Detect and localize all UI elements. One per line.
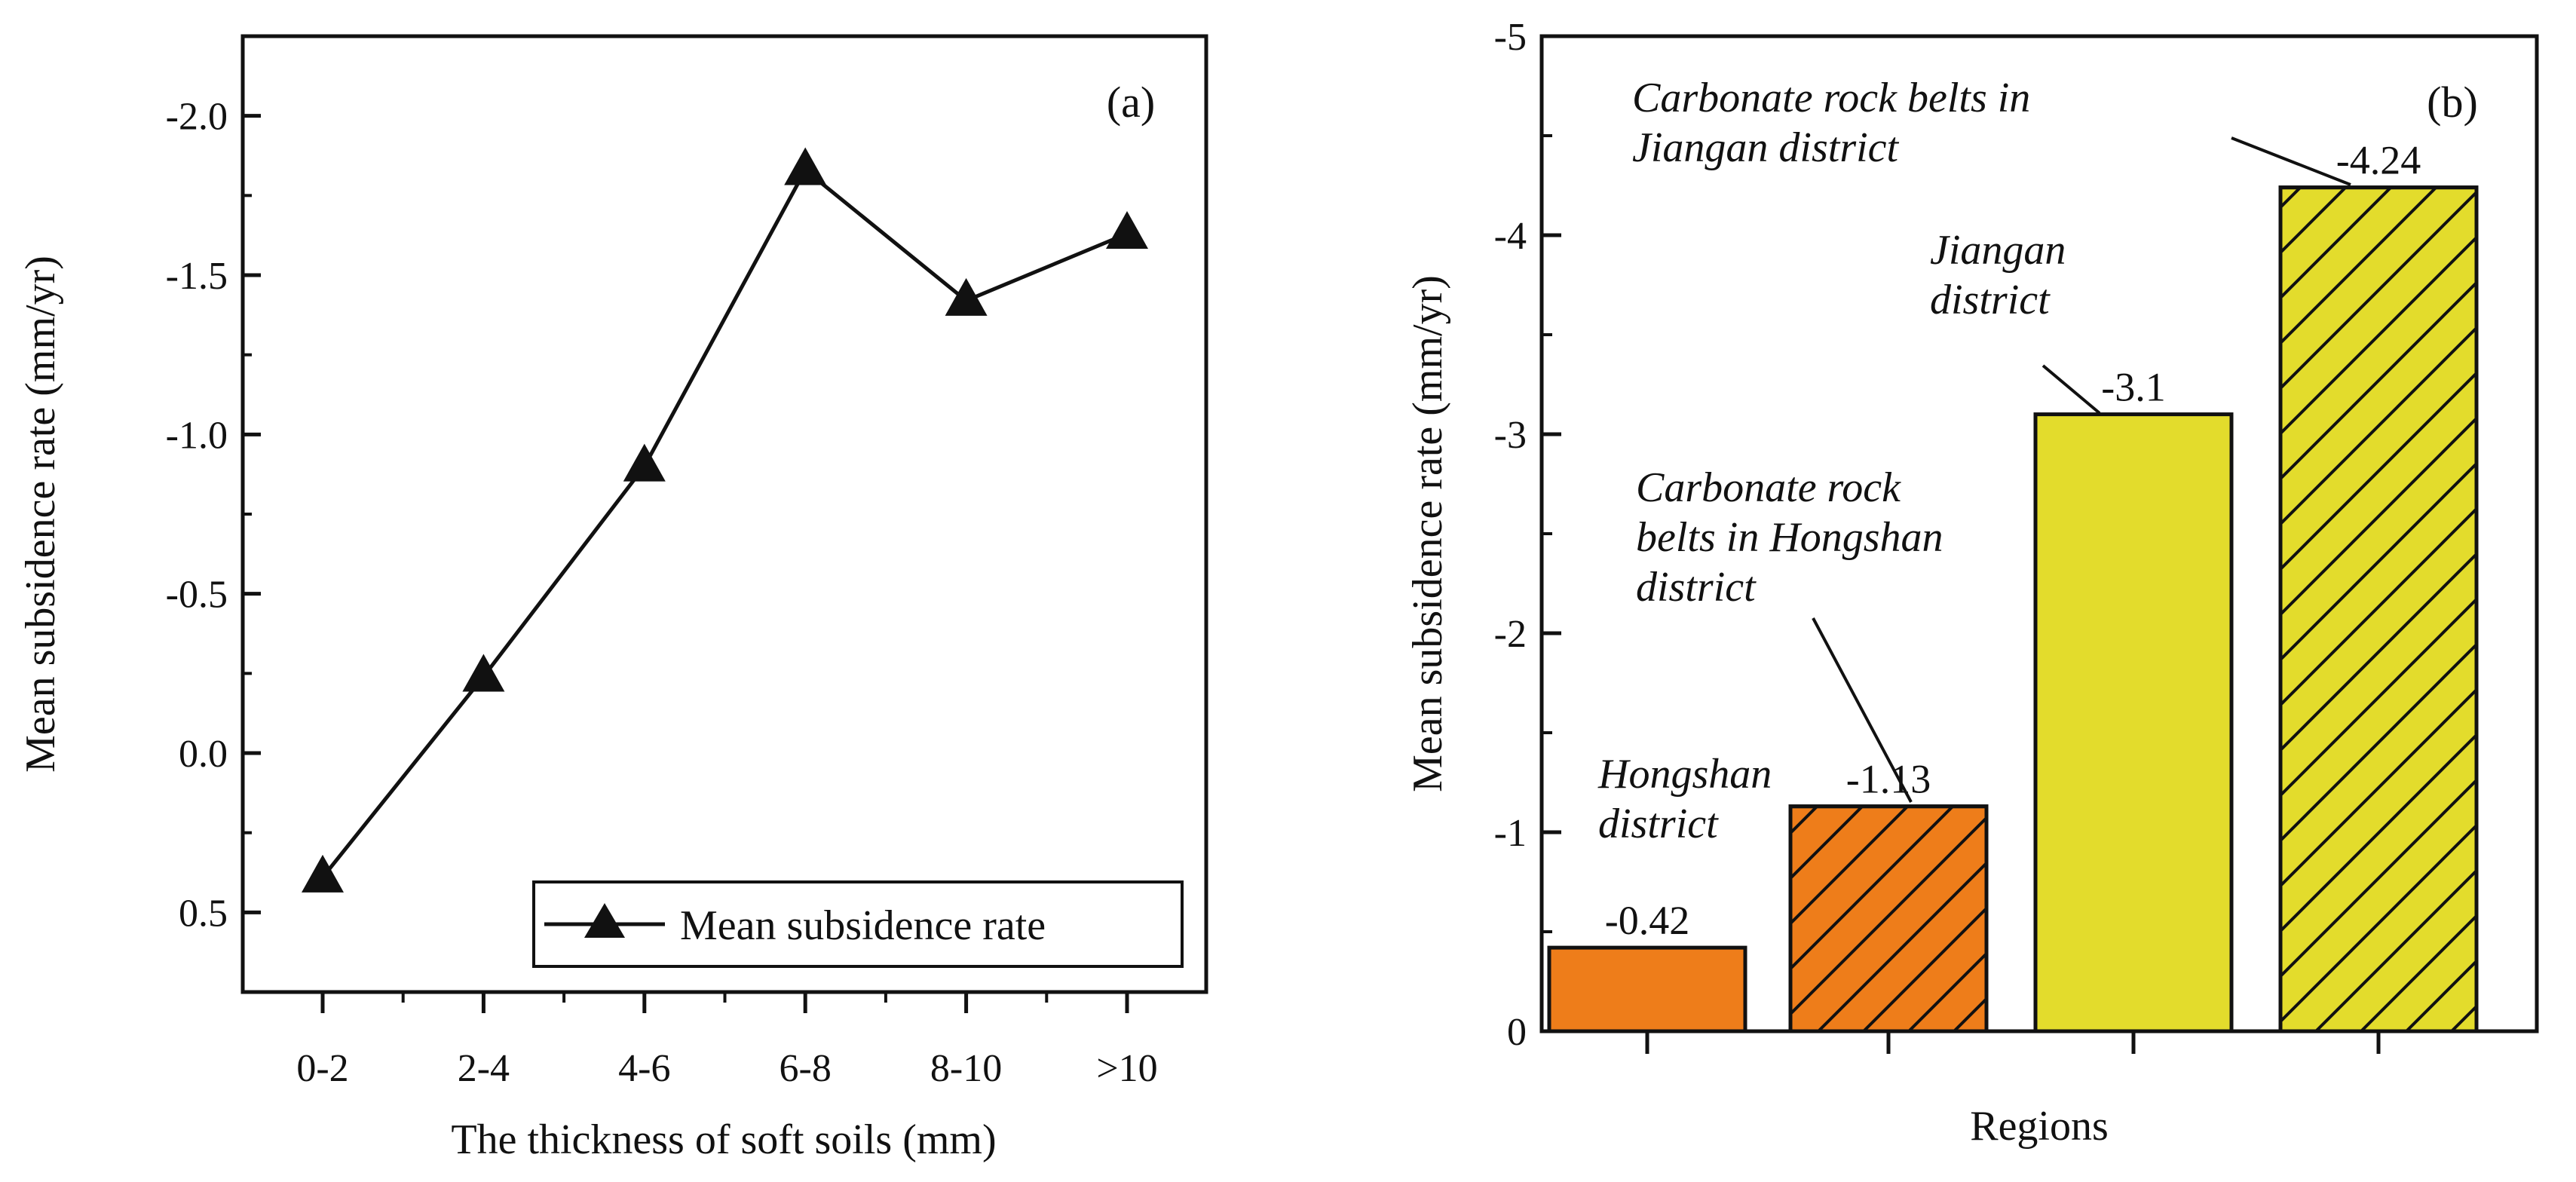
- bar-hatch-1: [1788, 804, 1989, 1033]
- legend-triangle-marker: [584, 903, 625, 938]
- y-tick-label: -2.0: [166, 96, 228, 139]
- annotation-leader-line: [1812, 617, 1913, 803]
- y-tick-label: -1: [1494, 812, 1527, 855]
- bar-2: [2033, 412, 2234, 1033]
- data-point-0-2: [302, 854, 344, 893]
- x-tick-label: 4-6: [618, 1047, 670, 1090]
- data-point-2-4: [462, 654, 505, 692]
- panel-b-value-labels: -0.42 -1.13 -3.1 -4.24: [1605, 138, 2421, 943]
- legend-label: Mean subsidence rate: [680, 902, 1046, 949]
- annotation-line: Carbonate rock: [1636, 464, 1901, 511]
- annotation-leader-line: [2231, 136, 2351, 186]
- annotation-leader-line: [2042, 364, 2101, 415]
- panel-b-bar-chart: -5 -4 -3 -2 -1 0 -0.42 -1.13 -3.1 -4.24 Hongshan…: [1404, 16, 2539, 1150]
- x-tick-label: 0-2: [296, 1047, 348, 1090]
- x-tick-label: >10: [1096, 1047, 1157, 1090]
- panel-b-x-ticks: [1645, 1031, 2381, 1054]
- panel-a-x-axis-label: The thickness of soft soils (mm): [451, 1116, 996, 1163]
- bar-value-label: -0.42: [1605, 898, 1689, 943]
- bar-hatch-3: [2278, 185, 2479, 1033]
- bar-value-label: -1.13: [1846, 757, 1931, 802]
- panel-b-y-ticks: -5 -4 -3 -2 -1 0: [1494, 16, 1561, 1054]
- annotation-line: district: [1598, 801, 1719, 847]
- x-tick-label: 6-8: [780, 1047, 832, 1090]
- data-point->10: [1106, 211, 1148, 250]
- data-point-4-6: [623, 443, 666, 482]
- y-tick-label: -1.5: [166, 255, 228, 298]
- annotation-line: district: [1930, 277, 2051, 323]
- panel-b-bars: [1547, 185, 2479, 1033]
- panel-b-tag: (b): [2427, 78, 2478, 127]
- bar-value-label: -3.1: [2101, 365, 2165, 410]
- panel-a-y-ticks: -2.0 -1.5 -1.0 -0.5 0.0 0.5: [166, 35, 261, 994]
- data-point-6-8: [784, 147, 827, 185]
- y-tick-label: 0.5: [179, 892, 228, 935]
- y-tick-label: -2: [1494, 613, 1527, 656]
- annotation-line: Jiangan district: [1632, 124, 1900, 171]
- y-tick-label: 0: [1507, 1011, 1527, 1054]
- annotation-line: Jiangan: [1930, 227, 2066, 274]
- x-tick-label: 2-4: [458, 1047, 510, 1090]
- panel-a-series-line: [321, 167, 1128, 879]
- panel-a-plot-frame: [240, 34, 1208, 994]
- y-tick-label: -5: [1494, 16, 1527, 59]
- panel-a-x-ticks: 0-2 2-4 4-6 6-8 8-10 >10: [296, 992, 1158, 1090]
- panel-a-line-chart: -2.0 -1.5 -1.0 -0.5 0.0 0.5 0-2 2-4 4-6 6-8 8-10 >…: [17, 34, 1208, 1163]
- bar-value-label: -4.24: [2336, 138, 2421, 183]
- panel-a-markers: [302, 147, 1148, 893]
- panel-a-y-axis-label: Mean subsidence rate (mm/yr): [17, 256, 64, 773]
- annotation-line: district: [1636, 564, 1757, 611]
- y-tick-label: -1.0: [166, 414, 228, 457]
- y-tick-label: -0.5: [166, 574, 228, 617]
- annotation-line: Hongshan: [1597, 751, 1772, 798]
- y-tick-label: 0.0: [179, 733, 228, 776]
- panel-a-legend: Mean subsidence rate: [532, 880, 1184, 968]
- bar-0: [1547, 945, 1747, 1033]
- data-point-8-10: [945, 277, 988, 316]
- panel-b-y-axis-label: Mean subsidence rate (mm/yr): [1404, 275, 1451, 792]
- annotation-line: Carbonate rock belts in: [1632, 75, 2030, 121]
- annotation-line: belts in Hongshan: [1636, 514, 1943, 561]
- x-tick-label: 8-10: [930, 1047, 1002, 1090]
- y-tick-label: -3: [1494, 414, 1527, 457]
- panel-b-x-axis-label: Regions: [1970, 1103, 2109, 1150]
- y-tick-label: -4: [1494, 215, 1527, 258]
- panel-a-tag: (a): [1107, 78, 1155, 127]
